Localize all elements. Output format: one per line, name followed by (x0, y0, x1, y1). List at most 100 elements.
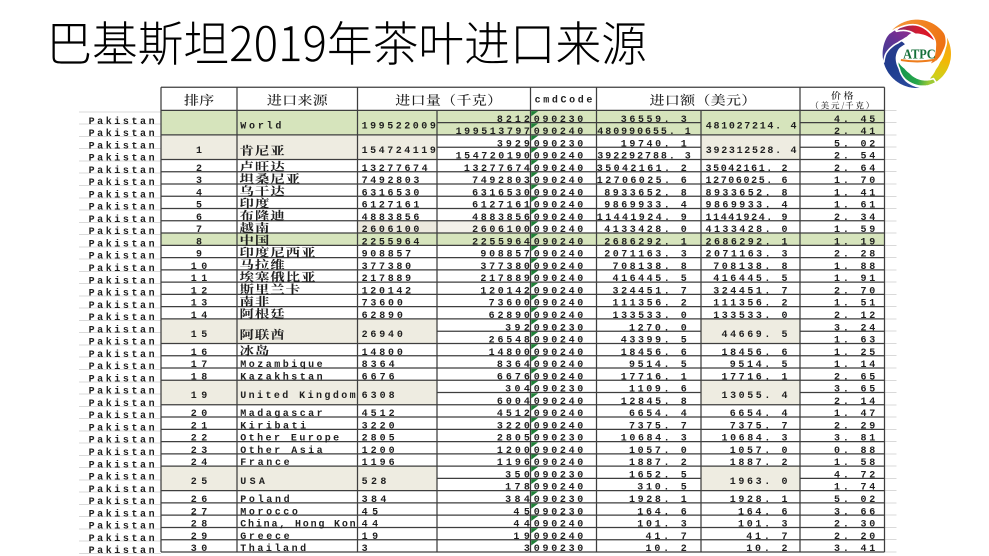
svg-text:2: 2 (196, 164, 202, 175)
svg-text:9514. 5: 9514. 5 (629, 360, 687, 371)
svg-text:5: 5 (196, 201, 202, 212)
svg-text:2606100: 2606100 (362, 225, 420, 236)
svg-text:7492803: 7492803 (472, 176, 530, 187)
svg-text:1057. 0: 1057. 0 (629, 446, 687, 457)
svg-text:11441924. 9: 11441924. 9 (706, 213, 788, 224)
svg-text:481027214. 4: 481027214. 4 (706, 121, 797, 132)
svg-text:1: 1 (196, 146, 202, 157)
svg-text:35042161. 2: 35042161. 2 (706, 164, 788, 175)
svg-text:62890: 62890 (489, 311, 530, 322)
svg-text:41. 7: 41. 7 (746, 532, 787, 543)
svg-text:2. 30: 2. 30 (834, 520, 875, 531)
svg-text:3. 41: 3. 41 (834, 544, 875, 555)
svg-text:USA: USA (240, 477, 265, 488)
svg-text:12706025. 6: 12706025. 6 (706, 176, 788, 187)
svg-text:1. 47: 1. 47 (834, 409, 875, 420)
svg-text:1. 91: 1. 91 (834, 274, 875, 285)
svg-text:1. 58: 1. 58 (834, 458, 875, 469)
svg-text:2. 41: 2. 41 (834, 127, 875, 138)
svg-text:1. 19: 1. 19 (834, 237, 875, 248)
svg-text:7375. 7: 7375. 7 (730, 421, 788, 432)
svg-text:4. 72: 4. 72 (834, 470, 875, 481)
svg-text:6127161: 6127161 (362, 201, 420, 212)
svg-text:133533. 0: 133533. 0 (713, 311, 787, 322)
svg-text:5. 02: 5. 02 (834, 139, 875, 150)
svg-text:62890: 62890 (362, 311, 403, 322)
svg-text:6654. 4: 6654. 4 (730, 409, 788, 420)
svg-text:1. 51: 1. 51 (834, 299, 875, 310)
svg-text:2. 54: 2. 54 (834, 152, 875, 163)
svg-text:3. 66: 3. 66 (834, 507, 875, 518)
svg-text:2255964: 2255964 (472, 237, 530, 248)
svg-text:1. 25: 1. 25 (834, 348, 875, 359)
svg-text:World: World (240, 120, 281, 132)
svg-text:4883856: 4883856 (472, 213, 530, 224)
svg-text:2. 12: 2. 12 (834, 311, 875, 322)
svg-text:384: 384 (505, 495, 530, 506)
svg-text:9: 9 (196, 250, 202, 261)
svg-text:708138. 8: 708138. 8 (713, 262, 787, 273)
svg-text:5. 02: 5. 02 (834, 495, 875, 506)
svg-text:26940: 26940 (362, 330, 403, 341)
svg-text:4. 45: 4. 45 (834, 115, 875, 126)
svg-text:1. 74: 1. 74 (834, 483, 875, 494)
svg-text:3. 81: 3. 81 (834, 434, 875, 445)
svg-text:416445. 5: 416445. 5 (613, 274, 687, 285)
svg-text:7492803: 7492803 (362, 176, 420, 187)
svg-text:3. 24: 3. 24 (834, 323, 875, 334)
svg-text:2. 14: 2. 14 (834, 397, 875, 408)
svg-text:1. 41: 1. 41 (834, 188, 875, 199)
svg-text:1. 61: 1. 61 (834, 201, 875, 212)
svg-text:1652. 5: 1652. 5 (629, 470, 687, 481)
svg-text:11441924. 9: 11441924. 9 (597, 213, 687, 224)
svg-text:1928. 1: 1928. 1 (629, 495, 687, 506)
svg-text:2. 70: 2. 70 (834, 286, 875, 297)
svg-text:324451. 7: 324451. 7 (613, 286, 687, 297)
svg-text:392: 392 (505, 323, 530, 334)
svg-text:7: 7 (196, 225, 202, 236)
svg-text:4: 4 (196, 188, 202, 199)
svg-text:392292788. 3: 392292788. 3 (597, 152, 691, 163)
svg-text:14800: 14800 (362, 348, 403, 359)
svg-text:4883856: 4883856 (362, 213, 420, 224)
svg-text:384: 384 (362, 495, 387, 506)
svg-text:1887. 2: 1887. 2 (730, 458, 788, 469)
svg-text:528: 528 (362, 477, 387, 488)
svg-text:8: 8 (196, 237, 202, 248)
svg-text:199513797: 199513797 (456, 127, 530, 138)
svg-text:1. 88: 1. 88 (834, 262, 875, 273)
svg-text:2. 65: 2. 65 (834, 372, 875, 383)
svg-text:6: 6 (196, 213, 202, 224)
svg-text:1963. 0: 1963. 0 (730, 477, 788, 488)
svg-text:12706025. 6: 12706025. 6 (597, 176, 687, 187)
svg-text:6127161: 6127161 (472, 201, 530, 212)
svg-text:392312528. 4: 392312528. 4 (706, 146, 797, 157)
svg-text:35042161. 2: 35042161. 2 (597, 164, 687, 175)
svg-text:7375. 7: 7375. 7 (629, 421, 687, 432)
svg-text:9514. 5: 9514. 5 (730, 360, 788, 371)
svg-text:1109. 6: 1109. 6 (629, 385, 687, 396)
svg-text:2. 28: 2. 28 (834, 250, 875, 261)
svg-text:6316530: 6316530 (472, 188, 530, 199)
svg-text:133533. 0: 133533. 0 (613, 311, 687, 322)
svg-text:111356. 2: 111356. 2 (713, 299, 787, 310)
svg-text:73600: 73600 (362, 299, 403, 310)
svg-text:2255964: 2255964 (362, 237, 420, 248)
svg-text:178: 178 (505, 483, 530, 494)
svg-text:3. 65: 3. 65 (834, 385, 875, 396)
svg-text:6654. 4: 6654. 4 (629, 409, 687, 420)
svg-text:199522009: 199522009 (362, 121, 436, 132)
svg-text:6316530: 6316530 (362, 188, 420, 199)
svg-text:cmdCode: cmdCode (535, 95, 593, 107)
svg-text:0. 88: 0. 88 (834, 446, 875, 457)
svg-text:1. 70: 1. 70 (834, 176, 875, 187)
svg-text:Morocco: Morocco (240, 507, 298, 518)
svg-text:2. 64: 2. 64 (834, 164, 875, 175)
svg-text:324451. 7: 324451. 7 (713, 286, 787, 297)
svg-text:41. 7: 41. 7 (646, 532, 687, 543)
svg-text:154720190: 154720190 (456, 152, 530, 163)
svg-text:304: 304 (505, 385, 530, 396)
svg-text:14800: 14800 (489, 348, 530, 359)
svg-text:3: 3 (362, 544, 368, 555)
svg-text:10. 2: 10. 2 (646, 544, 687, 555)
